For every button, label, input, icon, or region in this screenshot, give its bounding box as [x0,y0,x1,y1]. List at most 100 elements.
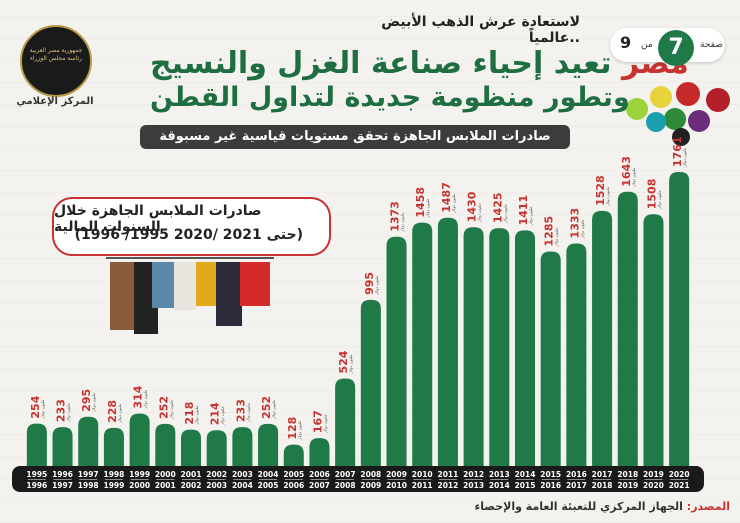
x-tick-label: 2005 [283,470,304,479]
x-tick-label: 2002 [206,470,227,479]
source-label: المصدر: [686,500,730,513]
x-tick-label: 2016 [540,481,561,490]
bar [669,172,690,466]
bar-value-label: 314 [132,385,145,408]
bar-value-label: 1458 [414,187,427,218]
x-tick-label: 2020 [669,470,690,479]
source-note: المصدر: الجهاز المركزي للتعبئة العامة وا… [400,500,730,513]
bar [129,413,150,466]
bar-unit-label: مليون دولار [245,403,250,423]
bar-unit-label: مليون دولار [297,421,302,441]
x-tick-label: 2018 [617,470,638,479]
bar-unit-label: مليون دولار [477,203,482,223]
x-tick-label: 2013 [463,481,484,490]
x-tick-label: 2000 [129,481,150,490]
bar [412,222,433,466]
bar-value-label: 1373 [389,201,402,232]
bar [180,429,202,466]
bar [103,427,124,466]
x-tick-label: 2011 [437,470,458,479]
bar-value-label: 1285 [543,216,556,247]
bar-value-label: 1430 [466,191,479,222]
x-tick-label: 2014 [515,470,536,479]
x-axis-band [12,466,704,492]
yarn-ball-teal [646,112,666,132]
x-tick-label: 1997 [78,470,99,479]
bar [206,430,227,466]
bar [155,423,176,466]
bar [592,210,613,466]
bar-unit-label: مليون دولار [194,406,199,426]
bar-value-label: 252 [157,396,170,419]
title-main: تعيد إحياء صناعة الغزل والنسيج [150,46,612,81]
bar-value-label: 233 [234,399,247,422]
bar-unit-label: مليون دولار [91,393,96,413]
x-tick-label: 2010 [386,481,407,490]
yarn-ball-red [706,88,730,112]
x-tick-label: 2008 [360,470,381,479]
bar-unit-label: مليون دولار [348,355,353,375]
bar-value-label: 218 [183,402,196,425]
bar [437,217,458,466]
x-tick-label: 2016 [566,470,587,479]
chart-title: صادرات الملابس الجاهزة خلال السنوات الما… [54,203,262,235]
bar [643,214,664,466]
x-tick-label: 1997 [52,481,73,490]
bar-unit-label: مليون دولار [374,276,379,296]
x-tick-label: 2003 [206,481,227,490]
x-tick-label: 2010 [412,470,433,479]
page-title-line-2: وتطور منظومة جديدة لتداول القطن [150,82,630,113]
x-tick-label: 2017 [592,470,613,479]
bar-unit-label: مليون دولار [656,190,661,210]
logo-text: جمهورية مصر العربية رئاسة مجلس الوزراء [29,47,83,62]
bar-unit-label: مليون دولار [400,213,405,233]
yarn-ball-green [626,98,648,120]
x-tick-label: 2004 [258,470,279,479]
bar [540,251,561,466]
bar-value-label: 524 [337,350,350,373]
bar-value-label: 1643 [620,156,633,187]
x-tick-label: 2002 [181,481,202,490]
bar-value-label: 1508 [645,179,658,210]
bar-unit-label: مليون دولار [502,204,507,224]
yarn-ball-green [664,108,686,130]
bar-unit-label: مليون دولار [451,194,456,214]
x-tick-label: 2015 [515,481,536,490]
bar-value-label: 295 [80,389,93,412]
bar-unit-label: مليون دولار [425,199,430,219]
bar-value-label: 214 [209,402,222,425]
yarn-ball-yellow [650,86,672,108]
x-tick-label: 2018 [592,481,613,490]
bar-value-label: 1333 [568,208,581,239]
bar-value-label: 1425 [491,192,504,223]
x-tick-label: 2015 [540,470,561,479]
bar [232,427,253,466]
page-current: 7 [658,30,694,66]
source-text: الجهاز المركزي للتعبئة العامة والإحصاء [474,500,683,513]
page-total: 9 [620,33,632,52]
x-tick-label: 2020 [643,481,664,490]
bar [360,299,381,466]
bar-value-label: 254 [29,395,42,418]
bar [617,191,638,466]
bar-unit-label: مليون دولار [528,207,533,227]
x-tick-label: 2008 [335,481,356,490]
bar [78,416,99,466]
bar-unit-label: مليون دولار [271,400,276,420]
bar [52,427,73,466]
x-tick-label: 2013 [489,470,510,479]
bar-unit-label: مليون دولار [631,168,636,188]
bar [258,423,279,466]
bar-value-label: 128 [286,417,299,440]
bar [335,378,356,466]
x-tick-label: 1996 [52,470,73,479]
x-tick-label: 2006 [283,481,304,490]
bar [309,438,330,466]
x-tick-label: 2017 [566,481,587,490]
bar-value-label: 1761 [671,136,684,167]
bar-value-label: 228 [106,400,119,423]
x-tick-label: 2012 [463,470,484,479]
bar-value-label: 995 [363,272,376,295]
logo-caption: المركز الإعلامي [16,96,94,107]
bar-value-label: 1487 [440,182,453,213]
